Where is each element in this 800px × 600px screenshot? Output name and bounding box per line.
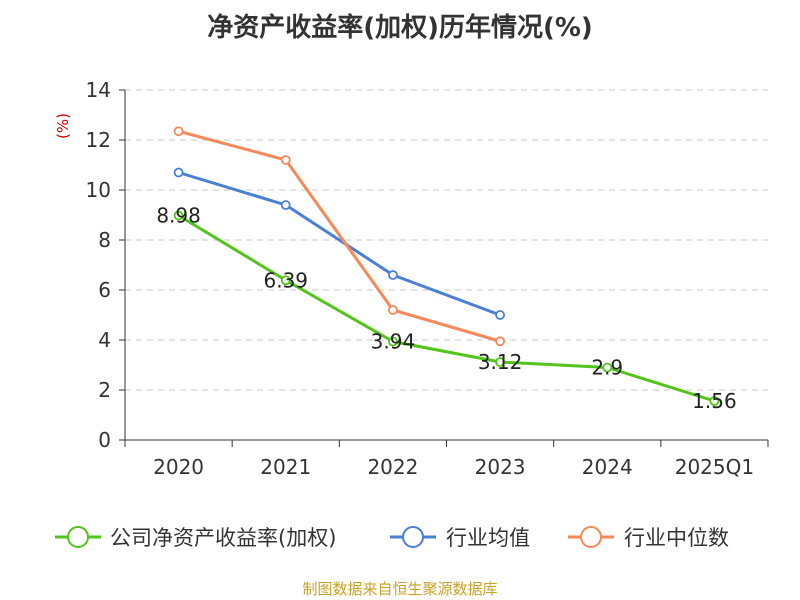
y-tick-label: 14 <box>86 78 111 102</box>
data-point <box>388 336 398 347</box>
series-line-1 <box>178 171 501 317</box>
data-labels: 8.98 6.39 3.94 3.12 2.9 1.56 <box>156 204 736 414</box>
legend-label: 行业中位数 <box>624 526 729 550</box>
data-label: 3.94 <box>371 330 416 354</box>
x-tick-label: 2024 <box>582 455 633 479</box>
data-point <box>602 362 613 373</box>
legend-swatch-marker <box>67 526 89 548</box>
legend-label: 公司净资产收益率(加权) <box>110 526 336 550</box>
legend-swatch-marker <box>580 526 602 548</box>
grid-lines <box>125 89 768 391</box>
data-point <box>173 167 184 178</box>
series-line-0 <box>177 214 715 403</box>
legend: 公司净资产收益率(加权) 行业均值 行业中位数 <box>55 526 729 550</box>
y-tick-label: 12 <box>86 128 111 152</box>
data-label: 8.98 <box>156 204 201 228</box>
source-note: 制图数据来自恒生聚源数据库 <box>302 580 497 598</box>
data-label: 6.39 <box>263 268 308 292</box>
x-tick-label: 2021 <box>260 455 311 479</box>
data-label: 1.56 <box>692 389 737 413</box>
y-tick-label: 4 <box>98 328 111 352</box>
y-tick-label: 2 <box>98 378 111 402</box>
data-point <box>280 200 291 210</box>
y-tick-label: 0 <box>98 428 111 452</box>
data-label: 2.9 <box>591 356 623 380</box>
data-point <box>495 336 505 347</box>
data-point <box>173 126 184 137</box>
data-point <box>388 305 398 315</box>
y-tick-label: 6 <box>98 278 111 302</box>
x-tick-label: 2022 <box>367 455 418 479</box>
y-tick-label: 10 <box>86 178 111 202</box>
data-label: 3.12 <box>478 350 523 374</box>
chart-title: 净资产收益率(加权)历年情况(%) <box>207 12 593 43</box>
data-point <box>709 396 720 406</box>
series-lines <box>173 126 720 406</box>
data-point <box>495 357 505 367</box>
data-point <box>280 275 291 286</box>
series-line-2 <box>178 129 501 343</box>
legend-swatch-marker <box>402 526 424 548</box>
legend-label: 行业均值 <box>446 526 530 550</box>
data-point <box>173 210 184 221</box>
axes: 0 2 4 6 8 10 12 14 2020 2021 2022 2023 2024 2025Q1 <box>86 78 769 479</box>
data-point <box>388 270 398 280</box>
data-point <box>280 155 291 165</box>
data-point <box>495 310 505 320</box>
y-tick-label: 8 <box>98 228 111 252</box>
x-tick-label: 2025Q1 <box>675 455 754 479</box>
x-tick-label: 2020 <box>153 455 204 479</box>
x-tick-label: 2023 <box>475 455 526 479</box>
y-axis-unit-label: (%) <box>54 113 72 139</box>
